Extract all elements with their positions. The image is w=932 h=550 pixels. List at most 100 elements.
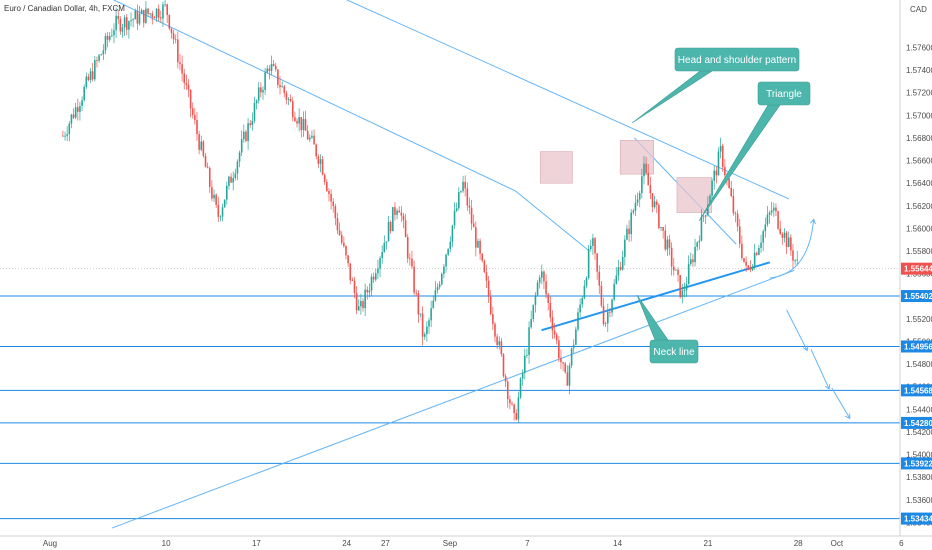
candle-body: [223, 199, 226, 208]
candle-body: [766, 214, 769, 225]
candle-body: [245, 131, 247, 142]
candle-body: [532, 304, 535, 320]
candle-body: [483, 260, 486, 273]
candle-body: [283, 86, 286, 94]
candle-body: [315, 144, 317, 157]
candle-body: [668, 239, 671, 248]
candle-body: [383, 242, 386, 252]
candle-body: [419, 313, 422, 315]
time-tick-label: Sep: [443, 539, 458, 548]
candle-body: [200, 141, 203, 150]
candle-body: [775, 207, 777, 212]
candle-body: [183, 73, 186, 83]
level-tag-label: 1.53434: [904, 515, 932, 524]
candle-body: [204, 155, 207, 168]
level-tag-label: 1.54280: [904, 419, 932, 428]
candle-body: [132, 19, 134, 21]
candle-body: [217, 204, 220, 217]
candle-body: [317, 156, 320, 164]
candle-body: [715, 170, 718, 176]
pattern-box: [539, 151, 573, 184]
candle-body: [185, 82, 188, 85]
candle-body: [470, 207, 473, 224]
candle-body: [155, 8, 158, 19]
candle-body: [68, 123, 71, 135]
neck-line-callout-pointer: [636, 294, 669, 341]
candle-body: [568, 365, 571, 386]
candle-body: [374, 273, 377, 280]
candle-body: [730, 188, 733, 197]
candle-body: [649, 185, 652, 194]
candle-body: [264, 72, 266, 90]
candle-body: [543, 271, 545, 282]
candle-body: [202, 141, 205, 156]
neck-line-callout-label: Neck line: [653, 347, 695, 358]
candle-body: [513, 404, 515, 414]
candle-body: [62, 135, 64, 137]
candle-body: [611, 299, 613, 313]
candle-body: [538, 277, 541, 283]
candle-body: [598, 271, 601, 286]
level-tag: [901, 512, 932, 525]
candle-body: [781, 233, 784, 238]
candle-body: [304, 119, 307, 131]
neck-line-callout-box: [649, 339, 699, 364]
candle-body: [734, 213, 737, 214]
candle-body: [351, 280, 354, 282]
candle-body: [615, 275, 618, 284]
candle-body: [147, 8, 149, 14]
candle-body: [294, 117, 296, 122]
candle-body: [306, 130, 309, 140]
candle-body: [575, 329, 577, 345]
time-tick-label: 14: [613, 539, 622, 548]
rising-support-line: [111, 269, 795, 529]
candle-body: [270, 63, 273, 72]
candle-body: [321, 159, 324, 175]
candle-body: [125, 17, 128, 30]
time-tick-label: Aug: [43, 539, 57, 548]
candle-body: [328, 190, 330, 194]
candle-body: [449, 241, 452, 249]
chart-title: Euro / Canadian Dollar, 4h, FXCM: [4, 4, 125, 13]
candle-body: [534, 295, 537, 305]
candle-body: [134, 10, 137, 20]
last-price-tag: [901, 262, 932, 275]
candle-body: [319, 159, 322, 164]
candle-body: [443, 266, 445, 274]
candle-body: [251, 120, 254, 125]
candle-body: [394, 207, 396, 215]
candle-body: [285, 93, 288, 100]
candle-body: [66, 134, 68, 136]
candle-body: [464, 181, 466, 189]
candle-body: [528, 327, 530, 356]
triangle-callout-box: [757, 81, 811, 106]
bullish-arrow: [769, 219, 815, 279]
level-tag: [901, 340, 932, 353]
candle-body: [747, 265, 750, 268]
candle-body: [717, 151, 720, 176]
candle-body: [115, 15, 117, 31]
candle-body: [764, 224, 767, 232]
candle-body: [509, 399, 511, 404]
candle-body: [796, 259, 799, 261]
candle-body: [236, 161, 239, 174]
candle-body: [366, 289, 369, 293]
candle-body: [624, 239, 626, 257]
candle-body: [719, 145, 722, 152]
candle-body: [770, 210, 773, 213]
level-tag-label: 1.54956: [904, 342, 932, 351]
candle-body: [736, 213, 739, 227]
candle-body: [634, 202, 637, 211]
candle-body: [462, 181, 464, 192]
candle-body: [728, 178, 730, 189]
candle-body: [773, 207, 775, 211]
candle-body: [191, 108, 194, 115]
candle-body: [340, 235, 343, 243]
price-tick-label: 1.56000: [906, 224, 932, 233]
candle-body: [468, 205, 471, 208]
candle-body: [628, 228, 630, 235]
candle-body: [690, 259, 692, 265]
bearish-arrow-1: [786, 309, 808, 351]
candle-body: [749, 267, 752, 270]
